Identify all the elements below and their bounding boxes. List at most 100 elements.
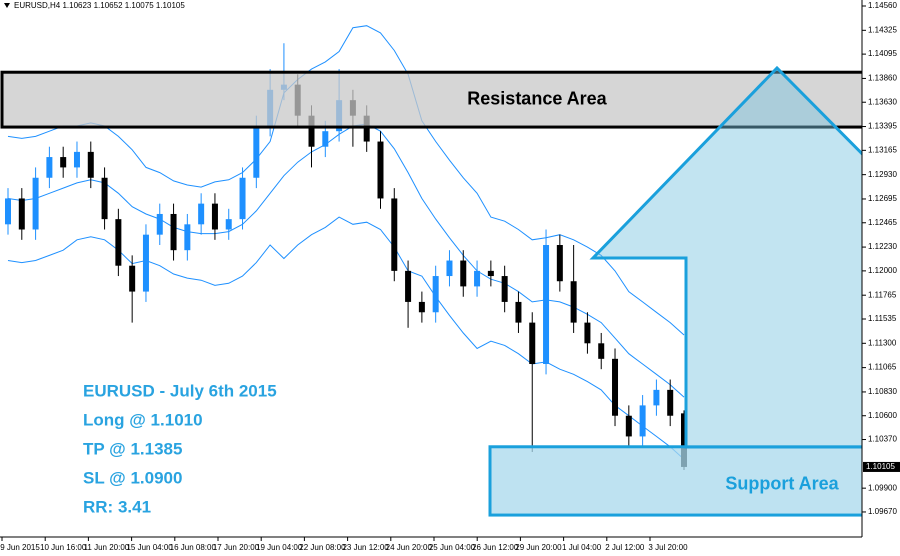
candle-body [474,270,481,287]
trade-notes: EURUSD - July 6th 2015 Long @ 1.1010 TP @ … [83,381,277,516]
candle-body [129,265,136,292]
x-axis-panel [0,537,900,556]
candle-body [253,126,260,178]
candle-body [170,213,177,251]
candle-body [625,415,632,437]
x-tick-label: 25 Jun 04:00 [429,543,476,552]
candle-body [115,219,122,266]
candle-body [570,281,577,323]
candle-body [556,245,563,282]
candle-body [598,343,605,359]
candle-body [101,177,108,220]
band-line [7,25,685,336]
candle-body [87,151,94,178]
y-tick-label: 1.11765 [868,290,897,299]
candle-body [73,151,80,168]
y-tick-label: 1.12230 [868,242,897,251]
candle-body [653,389,660,406]
price-zone [488,445,868,517]
x-tick-label: 3 Jul 20:00 [648,543,688,552]
trade-note: RR: 3.41 [83,497,151,516]
zone-label: Resistance Area [467,88,607,108]
candle-body [543,245,550,365]
candle-body [18,198,25,230]
y-tick-label: 1.12930 [868,170,897,179]
y-tick-label: 1.10600 [868,411,897,420]
x-tick-label: 16 Jun 08:00 [170,543,217,552]
candle-body [681,413,687,467]
candle-body [184,224,191,251]
title-arrow [4,3,10,8]
x-tick-label: 22 Jun 08:00 [299,543,346,552]
x-tick-label: 29 Jun 20:00 [515,543,562,552]
candle-body [460,260,467,287]
y-tick-label: 1.09900 [868,483,897,492]
y-tick-label: 1.12695 [868,194,897,203]
candle-body [46,157,53,178]
x-tick-label: 24 Jun 20:00 [386,543,433,552]
candle-body [418,301,425,313]
candle-body [529,322,536,365]
x-tick-label: 11 Jun 20:00 [84,543,130,552]
y-tick-label: 1.14095 [868,49,897,58]
trade-note: EURUSD - July 6th 2015 [83,381,277,400]
x-tick-label: 17 Jun 20:00 [213,543,260,552]
candle-body [405,270,412,302]
candle-body [211,203,218,230]
price-zone [0,70,868,129]
candle-body [612,358,619,416]
candle-body [60,157,67,168]
x-tick-label: 9 Jun 2015 [0,543,40,552]
candles [5,43,687,471]
candle-body [156,213,163,235]
candle-body [198,203,205,225]
candle-body [667,389,674,416]
candle-body [142,234,149,292]
candle-body [5,198,11,225]
candle-body [308,115,315,147]
candle-body [432,276,439,313]
x-tick-label: 26 Jun 12:00 [472,543,519,552]
chart-title: EURUSD,H4 1.10623 1.10652 1.10075 1.1010… [14,1,185,10]
x-tick-label: 1 Jul 04:00 [562,543,602,552]
candle-body [515,301,522,323]
y-tick-label: 1.12465 [868,218,897,227]
candle-body [225,219,232,230]
y-tick-label: 1.11535 [868,314,897,323]
y-tick-label: 1.09670 [868,507,897,516]
y-tick-label: 1.12000 [868,266,897,275]
x-tick-label: 23 Jun 12:00 [342,543,389,552]
candle-body [239,177,246,220]
axis-panel [862,0,900,556]
x-tick-label: 10 Jun 16:00 [40,543,87,552]
y-tick-label: 1.10830 [868,387,897,396]
y-tick-label: 1.13395 [868,122,897,131]
zones: Resistance Area Support Area [0,70,868,517]
current-price-box [863,461,900,472]
trade-note: TP @ 1.1385 [83,439,182,458]
y-tick-label: 1.14325 [868,25,897,34]
trade-note: Long @ 1.1010 [83,410,203,429]
x-tick-label: 19 Jun 04:00 [256,543,303,552]
candle-body [377,141,384,199]
x-tick-label: 2 Jul 12:00 [605,543,645,552]
y-tick-label: 1.13860 [868,74,897,83]
candle-body [639,405,646,437]
y-tick-label: 1.14560 [868,1,897,10]
candle-body [391,198,398,271]
y-tick-label: 1.10370 [868,435,897,444]
candle-body [584,322,591,344]
candle-body [487,270,494,277]
candle-body [501,276,508,302]
y-tick-label: 1.13630 [868,97,897,106]
zone-label: Support Area [725,474,839,494]
candle-body [32,177,39,230]
candle-body [446,260,453,277]
candle-body [363,115,370,142]
current-price-label: 1.10105 [866,462,895,471]
trade-note: SL @ 1.0900 [83,468,182,487]
x-tick-label: 15 Jun 04:00 [126,543,173,552]
